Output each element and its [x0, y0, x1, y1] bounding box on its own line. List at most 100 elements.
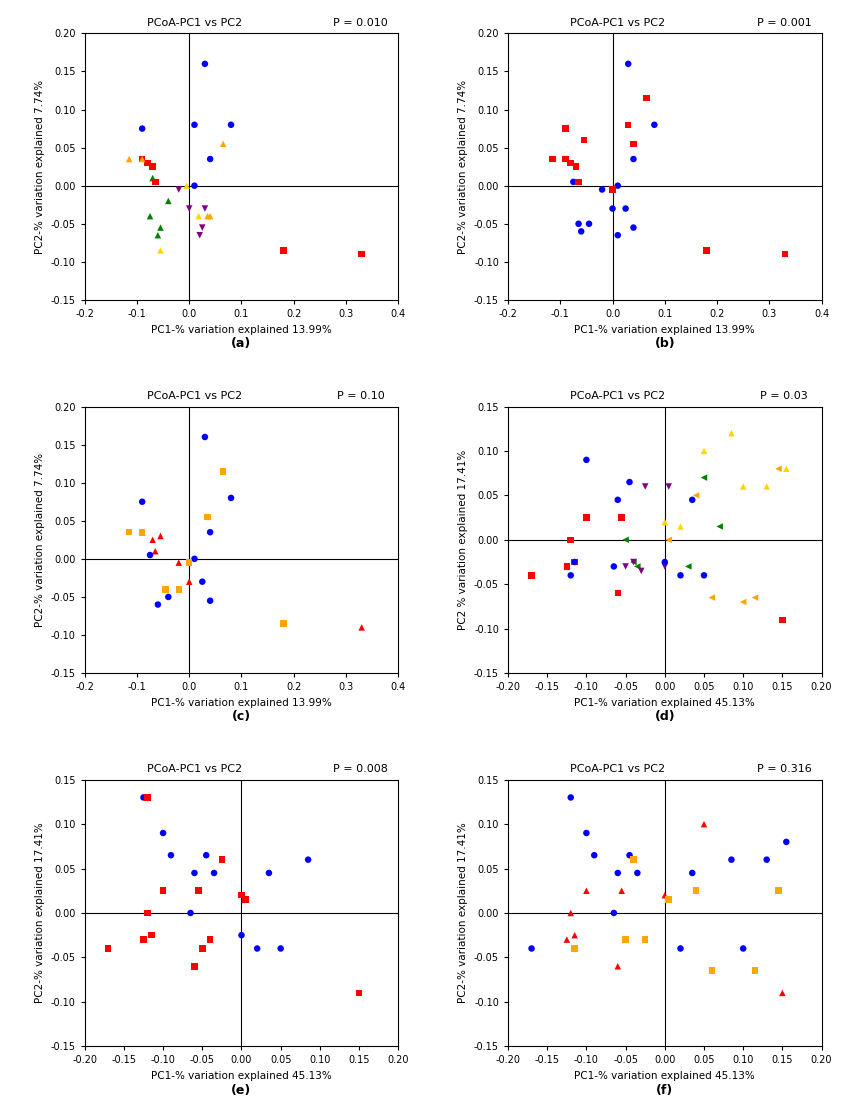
Point — [778, 245, 792, 263]
Point — [567, 926, 581, 944]
Point — [198, 55, 212, 72]
Point — [188, 177, 202, 195]
Point — [188, 864, 202, 881]
Point — [355, 245, 368, 263]
Point — [606, 199, 619, 217]
Point — [203, 523, 217, 541]
Point — [145, 926, 158, 944]
Point — [196, 573, 209, 591]
Point — [224, 116, 238, 134]
Point — [627, 553, 640, 571]
Text: P = 0.001: P = 0.001 — [756, 18, 811, 28]
X-axis label: PC1-% variation explained 45.13%: PC1-% variation explained 45.13% — [151, 1071, 332, 1081]
Point — [658, 513, 672, 531]
Point — [184, 904, 197, 922]
Point — [203, 592, 217, 610]
Point — [198, 199, 212, 217]
Text: (f): (f) — [656, 1084, 673, 1096]
Point — [263, 864, 276, 881]
Point — [276, 242, 290, 259]
Point — [705, 589, 718, 607]
X-axis label: PC1-% variation explained 13.99%: PC1-% variation explained 13.99% — [574, 325, 756, 335]
Point — [648, 116, 662, 134]
Point — [682, 558, 695, 575]
Point — [579, 824, 593, 841]
Point — [772, 460, 785, 477]
Point — [662, 890, 676, 908]
Point — [199, 846, 213, 864]
Point — [595, 180, 609, 198]
Point — [153, 218, 167, 236]
Y-axis label: PC2 % variation explained 17.41%: PC2 % variation explained 17.41% — [458, 450, 468, 630]
Point — [182, 554, 196, 572]
Point — [639, 89, 653, 107]
Point — [196, 939, 209, 957]
Text: P = 0.316: P = 0.316 — [756, 765, 811, 775]
Text: PCoA-PC1 vs PC2: PCoA-PC1 vs PC2 — [570, 18, 666, 28]
Point — [196, 218, 209, 236]
Point — [192, 207, 206, 225]
Point — [673, 939, 687, 957]
Point — [779, 833, 793, 850]
Point — [611, 864, 624, 881]
Point — [182, 199, 196, 217]
Point — [623, 846, 636, 864]
Point — [162, 193, 175, 210]
Point — [162, 588, 175, 605]
Point — [611, 177, 624, 195]
Point — [627, 150, 640, 168]
Point — [239, 890, 252, 908]
Point — [274, 939, 287, 957]
Point — [355, 619, 368, 637]
Point — [697, 469, 711, 486]
Point — [560, 930, 573, 948]
Point — [141, 154, 154, 171]
Point — [235, 886, 248, 904]
Point — [564, 788, 578, 806]
Point — [630, 864, 645, 881]
Point — [188, 957, 202, 975]
Point — [627, 135, 640, 152]
X-axis label: PC1-% variation explained 45.13%: PC1-% variation explained 45.13% — [574, 1071, 756, 1081]
Text: P = 0.010: P = 0.010 — [333, 18, 388, 28]
Point — [151, 595, 164, 613]
Point — [579, 509, 593, 526]
Point — [630, 558, 645, 575]
Text: (d): (d) — [655, 710, 675, 723]
Point — [685, 491, 699, 509]
Point — [143, 546, 157, 564]
Point — [193, 226, 207, 244]
Point — [619, 558, 633, 575]
Point — [705, 962, 718, 979]
Point — [736, 593, 750, 611]
Point — [579, 451, 593, 469]
Point — [564, 531, 578, 549]
Point — [607, 904, 621, 922]
Point — [700, 242, 713, 259]
Point — [725, 850, 739, 868]
Point — [180, 177, 193, 195]
Point — [215, 850, 229, 868]
Point — [627, 553, 640, 571]
Point — [217, 135, 230, 152]
Point — [577, 131, 590, 149]
Text: PCoA-PC1 vs PC2: PCoA-PC1 vs PC2 — [147, 18, 242, 28]
Text: PCoA-PC1 vs PC2: PCoA-PC1 vs PC2 — [147, 765, 242, 775]
Point — [153, 242, 167, 259]
Point — [157, 881, 170, 899]
Point — [776, 611, 789, 629]
Point — [198, 429, 212, 446]
Point — [525, 939, 539, 957]
Point — [579, 881, 593, 899]
Point — [146, 169, 159, 187]
Point — [251, 939, 264, 957]
Point — [559, 120, 573, 138]
Point — [153, 528, 167, 545]
Point — [136, 150, 149, 168]
Point — [725, 424, 739, 442]
Point — [748, 962, 761, 979]
Point — [582, 215, 595, 233]
Text: PCoA-PC1 vs PC2: PCoA-PC1 vs PC2 — [570, 765, 666, 775]
Point — [567, 173, 580, 190]
Point — [136, 120, 149, 138]
